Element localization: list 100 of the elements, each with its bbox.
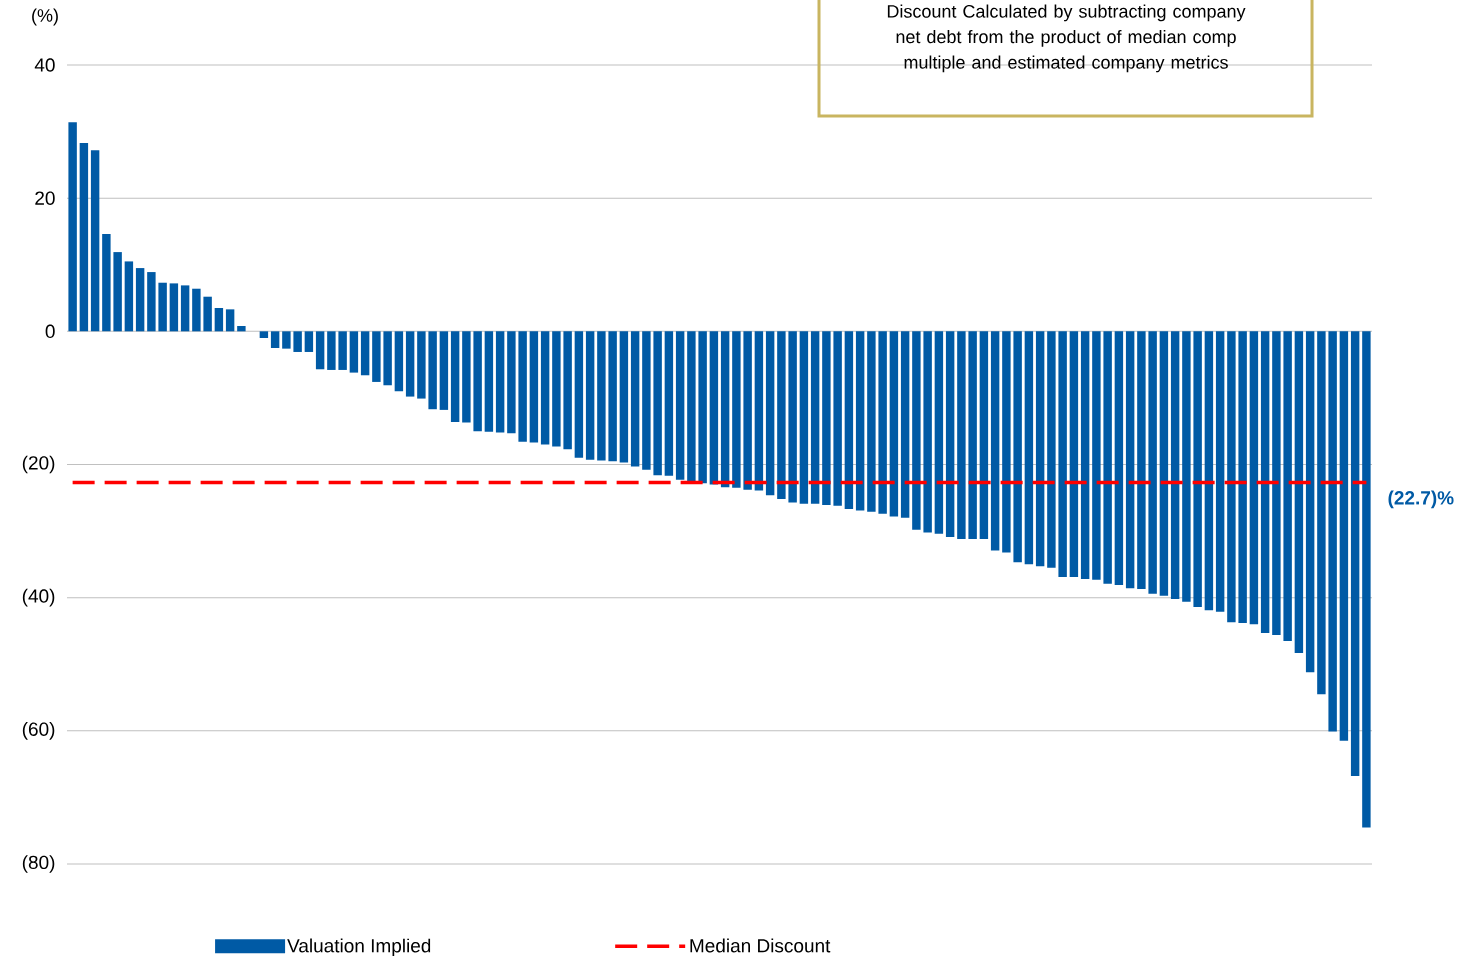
- bar: [338, 331, 347, 370]
- bar: [1058, 331, 1067, 578]
- bar: [732, 331, 741, 488]
- bar: [754, 331, 764, 491]
- bar: [417, 331, 426, 399]
- bar: [1283, 331, 1292, 641]
- bar: [1080, 331, 1090, 580]
- bar: [777, 331, 786, 500]
- bar: [102, 234, 111, 332]
- bar: [484, 331, 494, 432]
- bar: [1294, 331, 1304, 653]
- bar: [1227, 331, 1236, 623]
- bar: [934, 331, 944, 534]
- bar: [180, 285, 190, 332]
- bar: [462, 331, 471, 423]
- bar: [1339, 331, 1349, 741]
- bar: [923, 331, 932, 533]
- bar: [675, 331, 685, 480]
- bar: [653, 331, 662, 476]
- bar: [372, 331, 381, 382]
- y-tick-label: (40): [22, 588, 55, 607]
- bar: [147, 272, 156, 332]
- bar: [518, 331, 527, 442]
- bar: [1305, 331, 1315, 673]
- legend-label: Valuation Implied: [287, 938, 431, 956]
- bar: [765, 331, 775, 496]
- bar: [225, 309, 235, 332]
- bar: [900, 331, 910, 518]
- bar: [1137, 331, 1146, 590]
- bar: [1238, 331, 1247, 623]
- bar: [698, 331, 707, 484]
- bar: [1069, 331, 1079, 578]
- bar: [867, 331, 876, 512]
- bar: [68, 122, 77, 332]
- bar: [1159, 331, 1169, 596]
- bar: [552, 331, 561, 447]
- bar: [394, 331, 404, 392]
- bar: [169, 283, 179, 332]
- bar: [158, 282, 167, 332]
- bar: [203, 296, 212, 332]
- bar: [495, 331, 505, 433]
- bar: [293, 331, 302, 352]
- y-tick-label: (80): [22, 855, 55, 873]
- bar: [878, 331, 887, 514]
- bar: [1013, 331, 1022, 563]
- bar: [833, 331, 842, 506]
- bar: [135, 268, 145, 332]
- bar: [619, 331, 629, 463]
- y-tick-label: 40: [34, 58, 55, 72]
- bar: [1092, 331, 1101, 580]
- bar: [192, 288, 201, 332]
- y-tick-label: (60): [22, 721, 55, 740]
- bar: [889, 331, 899, 517]
- bar: [473, 331, 482, 432]
- bar: [259, 331, 269, 338]
- bar: [349, 331, 359, 373]
- bar: [1249, 331, 1259, 625]
- legend-label: Median Discount: [690, 938, 831, 953]
- bar: [822, 331, 831, 506]
- y-axis-title: (%): [32, 8, 58, 26]
- bar: [990, 331, 1000, 551]
- y-tick-label: 0: [45, 324, 55, 339]
- bar: [439, 331, 449, 410]
- bar: [79, 142, 89, 332]
- bar: [1260, 331, 1270, 633]
- y-tick-label: 20: [35, 191, 55, 205]
- bar: [113, 252, 122, 332]
- bar: [282, 331, 291, 349]
- bar: [327, 331, 336, 370]
- bar: [574, 331, 584, 458]
- bar: [1002, 331, 1011, 553]
- bar: [360, 331, 370, 376]
- bar: [1035, 331, 1045, 567]
- bar: [1148, 331, 1157, 594]
- bar: [810, 331, 820, 504]
- bar: [315, 331, 325, 370]
- bar: [957, 331, 966, 540]
- bar: [1317, 331, 1326, 695]
- bar: [540, 331, 550, 445]
- bar: [383, 331, 392, 386]
- bar: [1047, 331, 1056, 568]
- bar: [1024, 331, 1034, 565]
- bar: [214, 308, 224, 332]
- bar: [124, 261, 134, 332]
- bar: [1182, 331, 1191, 602]
- bar: [1362, 331, 1371, 828]
- bar: [1170, 331, 1180, 599]
- bar: [608, 331, 617, 462]
- bar: [1125, 331, 1135, 589]
- bar: [1272, 331, 1281, 635]
- bar: [428, 331, 437, 410]
- text: (22.7)%: [1388, 490, 1454, 509]
- bar: [720, 331, 730, 488]
- bar: [597, 331, 606, 461]
- bar: [1204, 331, 1214, 611]
- bar: [709, 331, 719, 485]
- bar: [507, 331, 516, 434]
- bar: [743, 331, 752, 490]
- bar: [979, 331, 989, 540]
- annotation: Discount Calculated by subtracting company net debt from the product of median comp multiple and estimated company metrics: [887, 4, 1246, 73]
